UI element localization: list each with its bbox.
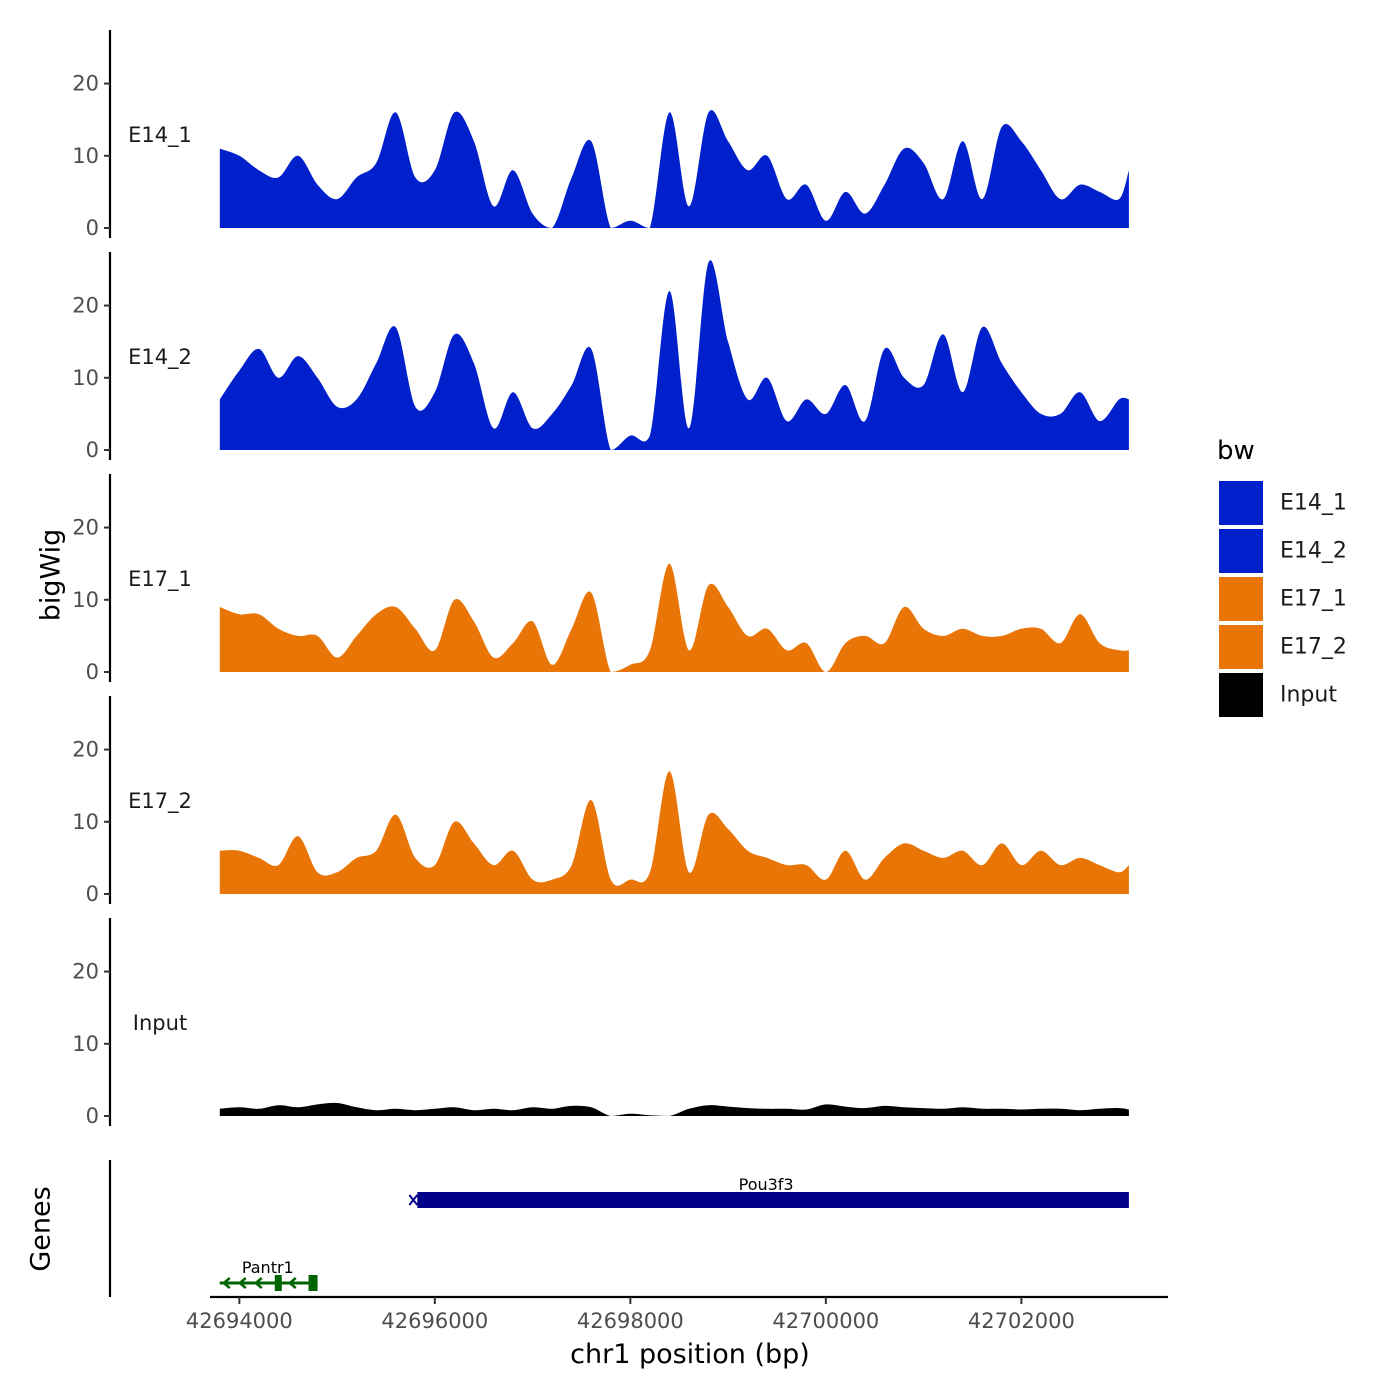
coverage-area-E14_1	[219, 110, 1129, 228]
legend-swatch	[1217, 479, 1265, 527]
gene-body	[417, 1192, 1129, 1208]
gene-Pantr1: Pantr1	[219, 1258, 318, 1291]
gene-start-mark	[408, 1194, 419, 1206]
legend-title: bw	[1217, 436, 1255, 466]
strand-arrow	[237, 1277, 247, 1289]
track-label: Input	[133, 1011, 187, 1035]
legend-swatch	[1217, 623, 1265, 671]
legend-label: E17_1	[1280, 587, 1347, 612]
legend-label: Input	[1280, 683, 1337, 708]
x-tick-label: 42694000	[186, 1309, 293, 1333]
legend-label: E14_2	[1280, 539, 1347, 564]
legend-label: E14_1	[1280, 491, 1347, 516]
legend: E14_1 E14_2 E17_1 E17_2 Input	[1217, 479, 1347, 719]
track-panels: 0 10 20 E14_1 0 10 20 E14_2 0 10 20 E17_1 0 10 20 E17_2…	[72, 30, 1129, 1128]
track-label: E17_2	[128, 789, 192, 814]
y-tick-label: 20	[72, 960, 99, 984]
y-tick-label: 10	[72, 588, 99, 612]
coverage-area-Input	[219, 1102, 1129, 1116]
legend-swatch	[1217, 575, 1265, 623]
x-tick-label: 42698000	[577, 1309, 684, 1333]
gene-track: Pou3f3 Pantr1	[108, 1160, 1129, 1297]
strand-arrow	[253, 1277, 263, 1289]
y-tick-label: 20	[72, 738, 99, 762]
gene-label: Pantr1	[242, 1258, 294, 1277]
y-tick-label: 20	[72, 72, 99, 96]
gene-exon	[274, 1275, 282, 1291]
coverage-area-E17_2	[219, 771, 1129, 894]
track-panel-E14_2: 0 10 20 E14_2	[72, 252, 1129, 462]
track-label: E14_1	[128, 123, 192, 148]
legend-item-E14_1: E14_1	[1217, 479, 1347, 527]
y-tick-label: 0	[86, 1104, 99, 1128]
y-tick-label: 10	[72, 1032, 99, 1056]
y-tick-label: 20	[72, 516, 99, 540]
strand-arrow	[287, 1277, 297, 1289]
track-label: E17_1	[128, 567, 192, 592]
gene-exon	[308, 1275, 318, 1291]
gene-label: Pou3f3	[739, 1175, 794, 1194]
y-tick-label: 0	[86, 882, 99, 906]
gene-track-title: Genes	[26, 1186, 57, 1271]
strand-arrow	[221, 1277, 231, 1289]
y-tick-label: 10	[72, 366, 99, 390]
track-label: E14_2	[128, 345, 192, 370]
x-tick-label: 42696000	[381, 1309, 488, 1333]
track-panel-E17_1: 0 10 20 E17_1	[72, 474, 1129, 684]
legend-swatch	[1217, 527, 1265, 575]
x-tick-label: 42700000	[772, 1309, 879, 1333]
gene-Pou3f3: Pou3f3	[408, 1175, 1129, 1208]
y-tick-label: 0	[86, 438, 99, 462]
legend-item-Input: Input	[1217, 671, 1337, 719]
track-panel-Input: 0 10 20 Input	[72, 918, 1129, 1128]
track-panel-E17_2: 0 10 20 E17_2	[72, 696, 1129, 906]
y-tick-label: 10	[72, 144, 99, 168]
legend-item-E14_2: E14_2	[1217, 527, 1347, 575]
x-axis: 42694000 42696000 42698000 42700000 42702000	[186, 1295, 1168, 1333]
legend-item-E17_1: E17_1	[1217, 575, 1347, 623]
x-tick-label: 42702000	[968, 1309, 1075, 1333]
y-tick-label: 0	[86, 660, 99, 684]
y-axis-title: bigWig	[36, 529, 67, 622]
legend-label: E17_2	[1280, 635, 1347, 660]
coverage-area-E17_1	[219, 563, 1129, 672]
coverage-area-E14_2	[219, 260, 1129, 450]
y-tick-label: 0	[86, 216, 99, 240]
legend-item-E17_2: E17_2	[1217, 623, 1347, 671]
x-axis-title: chr1 position (bp)	[570, 1339, 810, 1370]
y-tick-label: 20	[72, 294, 99, 318]
y-tick-label: 10	[72, 810, 99, 834]
track-panel-E14_1: 0 10 20 E14_1	[72, 30, 1129, 240]
legend-swatch	[1217, 671, 1265, 719]
